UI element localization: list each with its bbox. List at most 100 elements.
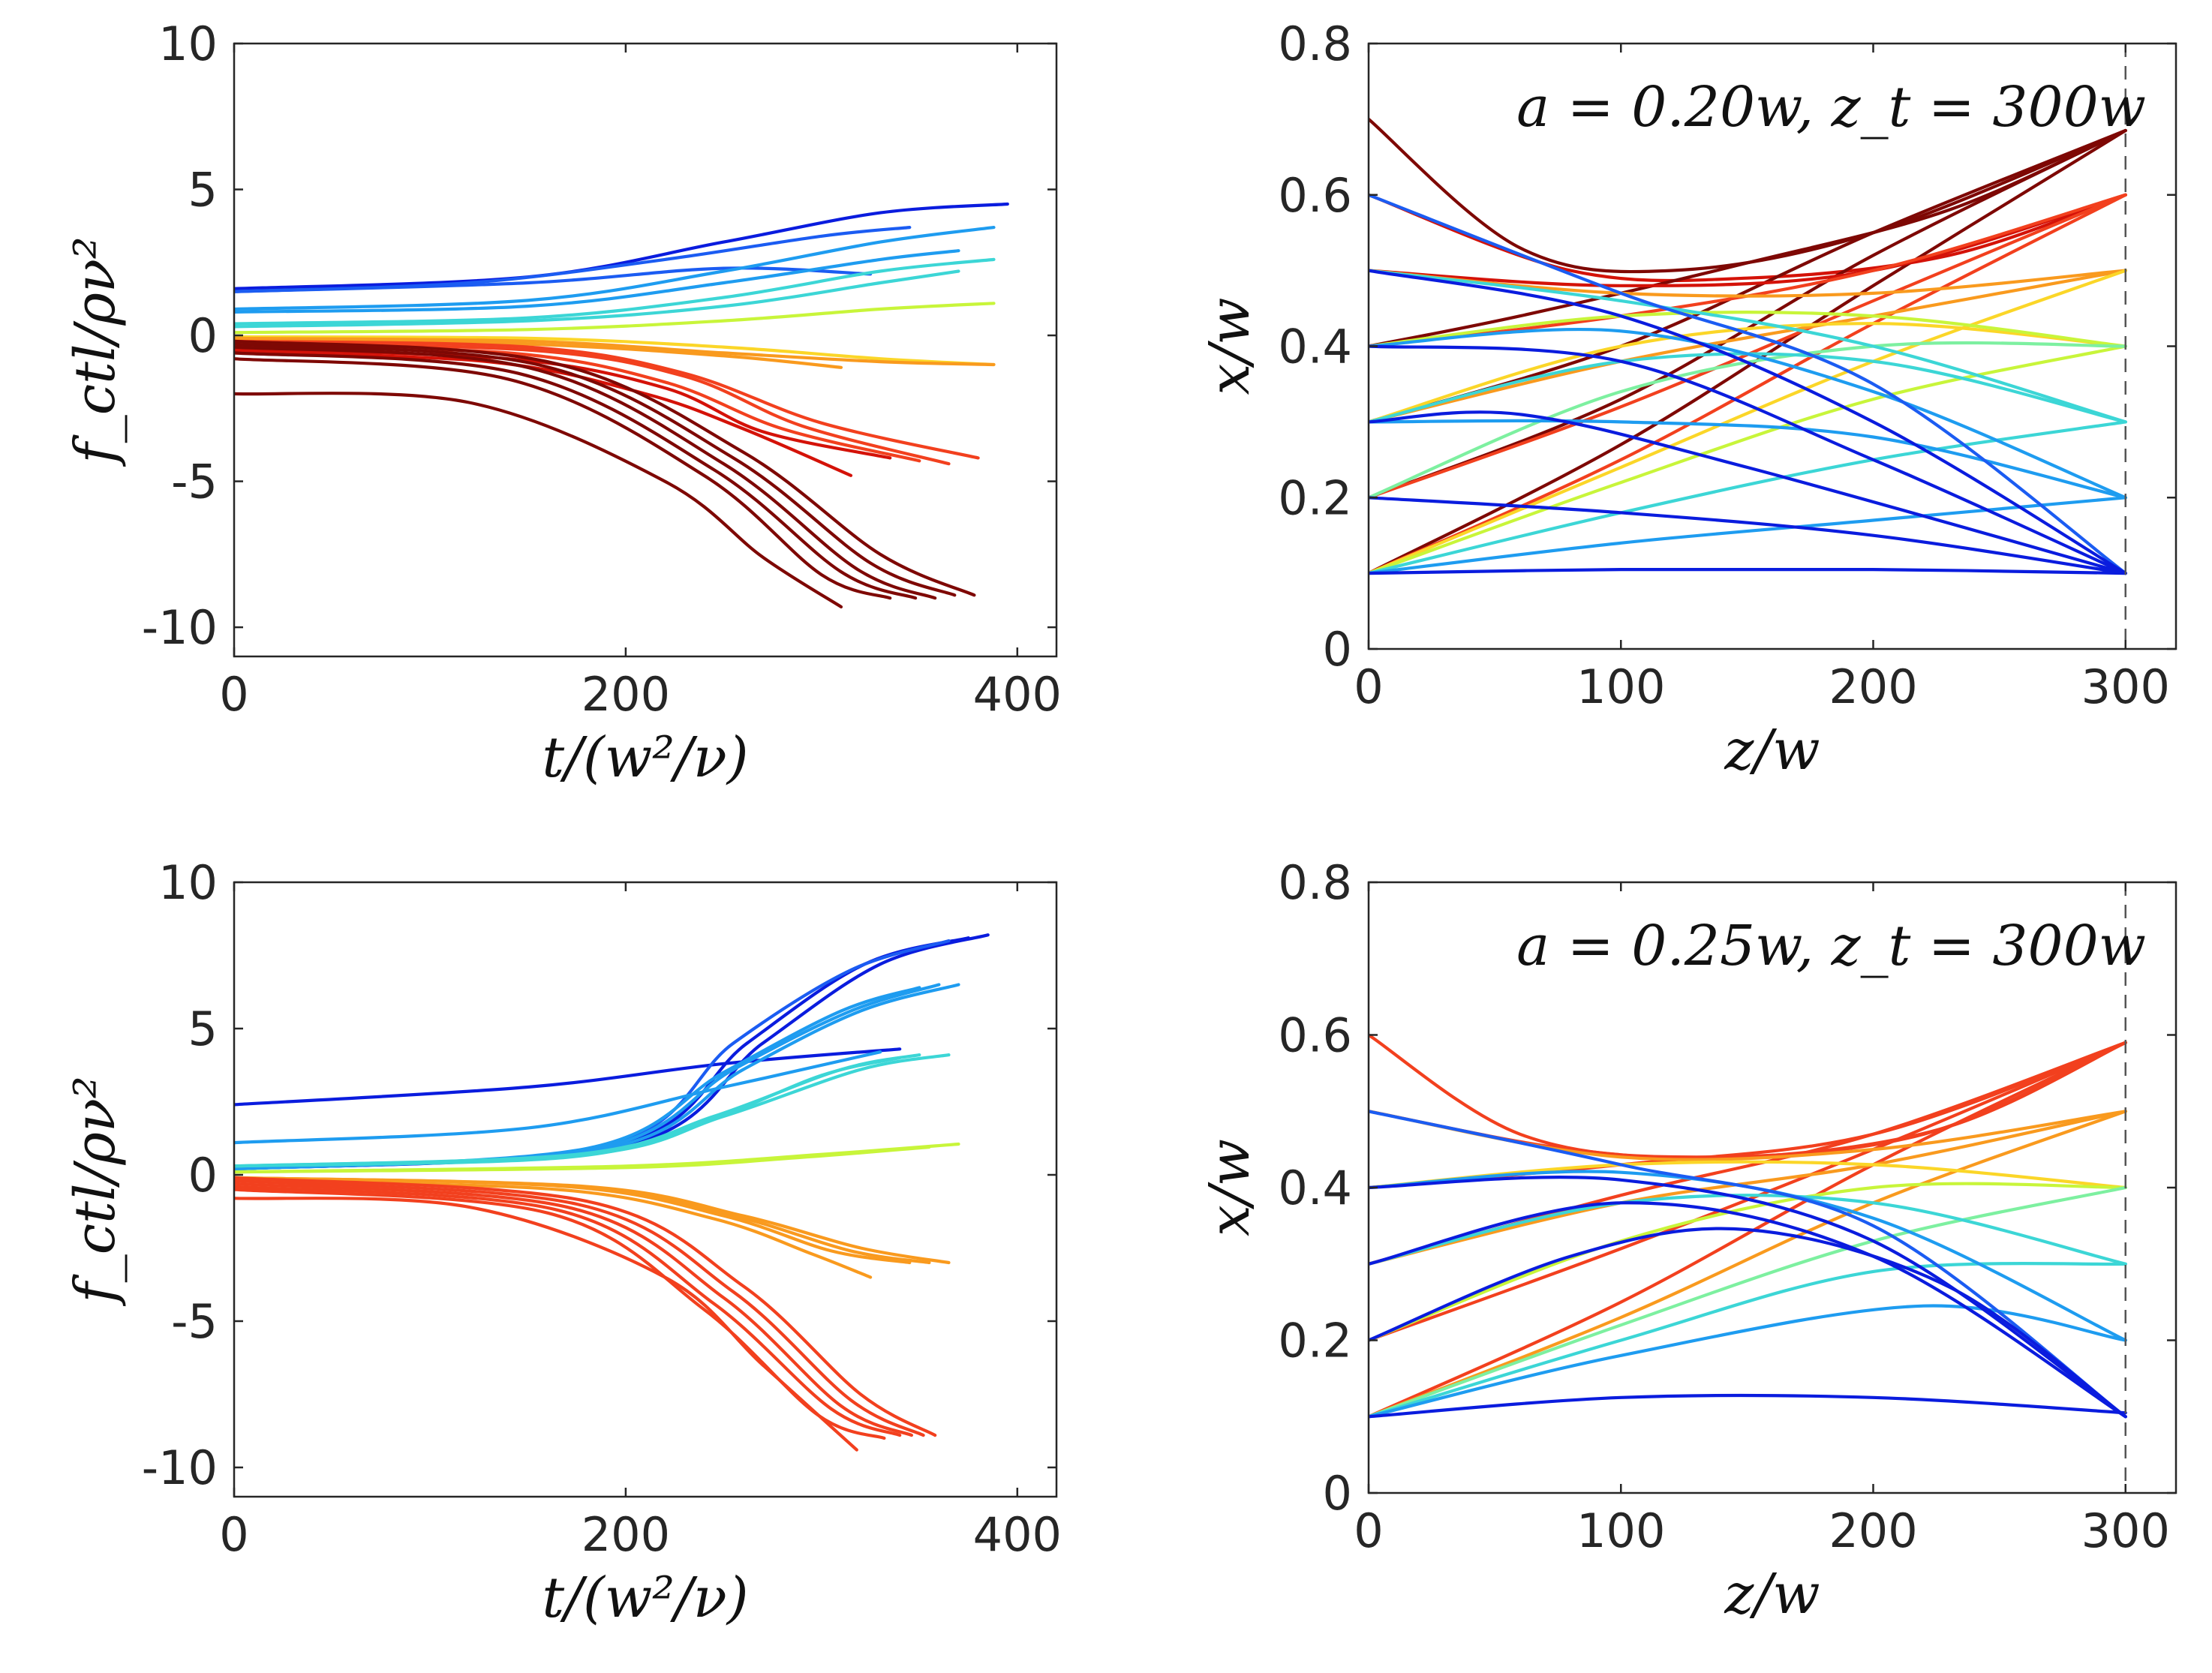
series-line-blue-3 — [234, 266, 873, 293]
series-group — [1369, 1033, 2127, 1419]
y-tick-label: -10 — [142, 1440, 218, 1495]
panel-bottom-right: 0 100 200 300 0.8 0.6 0.4 0.2 0 z/w x/w a = 0.25w, … — [1198, 855, 2177, 1626]
x-tick-label: 100 — [1576, 1503, 1665, 1558]
series-line-red-1 — [234, 1176, 937, 1437]
series-line-s29 — [1369, 567, 2127, 575]
series-line-s2 — [1369, 1041, 2127, 1161]
x-tick-label: 400 — [973, 667, 1062, 722]
series-line-teal-2 — [234, 269, 960, 329]
panel-top-right: 0 100 200 300 0.8 0.6 0.4 0.2 0 z/w x/w a = 0.20w, … — [1198, 17, 2177, 782]
series-line-red-1 — [234, 339, 980, 460]
x-tick-label: 300 — [2081, 659, 2170, 714]
series-line-s13 — [1369, 269, 2127, 575]
series-line-lime-2 — [234, 1145, 931, 1174]
x-tick-label: 300 — [2081, 1503, 2170, 1558]
series-line-s11 — [1369, 1182, 2127, 1342]
y-tick-label: 10 — [158, 855, 218, 910]
y-tick-label: 0 — [1323, 1466, 1352, 1521]
series-line-darkred-4 — [234, 351, 918, 600]
y-tick-label: 0.6 — [1278, 168, 1352, 223]
series-line-s8 — [1369, 1110, 2127, 1266]
series-line-cyan-2 — [234, 249, 960, 314]
y-tick-label: 5 — [188, 163, 218, 218]
series-line-s23 — [1369, 496, 2127, 575]
series-line-yellow-1 — [234, 335, 996, 367]
series-line-s25 — [1369, 269, 2127, 575]
series-line-s17 — [1369, 341, 2127, 500]
x-tick-label: 0 — [219, 667, 248, 722]
x-tick-label: 200 — [582, 1507, 670, 1562]
series-line-s26 — [1369, 344, 2127, 575]
series-group — [234, 933, 990, 1452]
series-line-s10 — [1369, 193, 2127, 575]
series-line-s4 — [1369, 128, 2127, 424]
y-tick-label: 0.2 — [1278, 1314, 1352, 1368]
series-line-blue-1 — [234, 1047, 902, 1107]
series-line-red-3 — [234, 1182, 913, 1437]
series-group — [1369, 117, 2127, 575]
y-tick-label: -5 — [171, 1294, 218, 1349]
series-line-red-5 — [234, 1188, 886, 1440]
series-line-s18 — [1369, 1176, 2127, 1419]
series-line-teal-3 — [234, 1056, 902, 1168]
series-line-teal-1 — [234, 257, 996, 326]
series-line-s16 — [1369, 1304, 2127, 1419]
series-line-cyan-1 — [234, 226, 996, 311]
y-axis-label: f_ctl/ρν² — [63, 236, 128, 467]
series-line-darkred-3 — [234, 345, 937, 600]
y-tick-label: 0.4 — [1278, 1161, 1352, 1215]
series-line-darkred-5 — [234, 357, 892, 600]
y-tick-label: 5 — [188, 1002, 218, 1056]
series-line-orange-1 — [234, 336, 996, 367]
series-line-darkred-6 — [234, 392, 843, 608]
y-tick-label: -10 — [142, 600, 218, 655]
series-line-darkred-1 — [234, 339, 976, 597]
y-tick-label: 0.6 — [1278, 1008, 1352, 1063]
series-line-s12 — [1369, 1185, 2127, 1419]
series-line-orange-3 — [234, 1176, 912, 1265]
series-line-s6 — [1369, 128, 2127, 575]
series-line-blue-1 — [234, 202, 1009, 290]
y-tick-label: 0.2 — [1278, 470, 1352, 525]
x-tick-label: 200 — [582, 667, 670, 722]
x-tick-label: 200 — [1829, 1503, 1917, 1558]
plot-frame — [233, 42, 1058, 658]
x-tick-label: 0 — [219, 1507, 248, 1562]
y-tick-label: 0.8 — [1278, 855, 1352, 910]
series-line-s5 — [1369, 128, 2127, 500]
series-line-cyan-0 — [234, 1050, 882, 1145]
series-line-s6 — [1369, 1041, 2127, 1419]
series-line-s2 — [1369, 193, 2127, 283]
series-line-red-2 — [234, 1179, 925, 1437]
series-line-s1 — [1369, 117, 2127, 274]
series-line-s14 — [1369, 1261, 2127, 1419]
x-axis-label: t/(w²/ν) — [542, 1566, 748, 1630]
series-line-red-4 — [234, 1185, 902, 1437]
series-line-s7 — [1369, 193, 2127, 287]
x-axis-label: z/w — [1724, 1562, 1820, 1626]
series-line-darkred-2 — [234, 342, 957, 597]
series-line-s5 — [1369, 1041, 2127, 1342]
x-tick-label: 0 — [1354, 1503, 1383, 1558]
y-axis-label: f_ctl/ρν² — [63, 1076, 128, 1306]
x-axis-label: t/(w²/ν) — [542, 725, 748, 790]
series-line-s14 — [1369, 322, 2127, 424]
y-axis-label: x/w — [1198, 297, 1262, 395]
x-tick-label: 100 — [1576, 659, 1665, 714]
panel-top-left: 0 200 400 10 5 0 -5 -10 t/(w²/ν) f_ctl/ρν² — [63, 17, 1062, 790]
y-tick-label: 0 — [188, 308, 218, 363]
y-tick-label: 0.8 — [1278, 17, 1352, 71]
y-tick-label: 0.4 — [1278, 320, 1352, 374]
x-tick-label: 200 — [1829, 659, 1917, 714]
series-line-s27 — [1369, 410, 2127, 575]
series-group — [234, 202, 1009, 608]
series-line-s12 — [1369, 269, 2127, 424]
series-line-s15 — [1369, 311, 2127, 348]
series-line-s9 — [1369, 193, 2127, 500]
y-axis-label: x/w — [1198, 1139, 1262, 1236]
series-line-s17 — [1369, 1110, 2127, 1419]
series-line-s20 — [1369, 1227, 2127, 1419]
panel-bottom-left: 0 200 400 10 5 0 -5 -10 t/(w²/ν) f_ctl/ρν² — [63, 855, 1062, 1630]
series-line-lime-1 — [234, 302, 996, 335]
series-line-s21 — [1369, 327, 2127, 500]
